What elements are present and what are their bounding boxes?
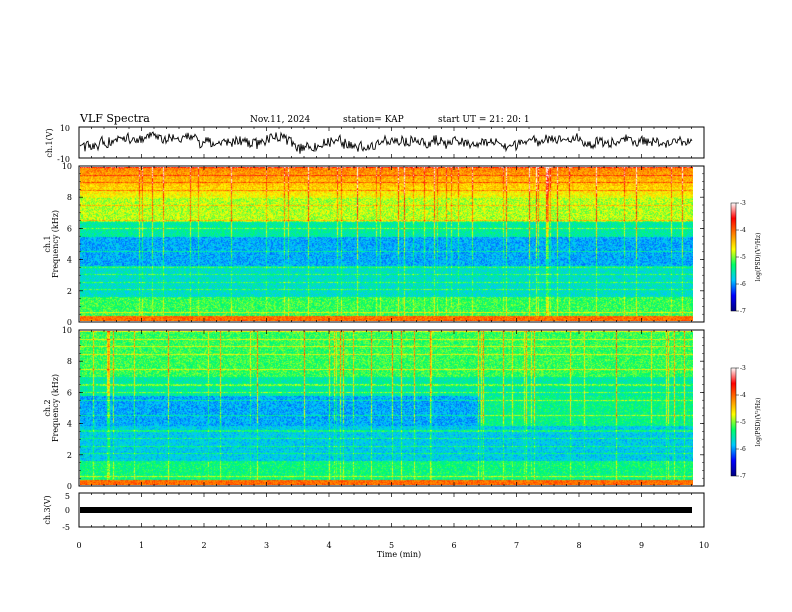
chart-date: Nov.11, 2024	[250, 115, 311, 125]
x-tick-label: 8	[576, 541, 581, 550]
x-tick-labels: 0 1 2 3 4 5 6 7 8 9 10	[76, 541, 709, 550]
ch3-ytick-bottom: -5	[62, 523, 70, 532]
axis-ticks	[78, 127, 705, 527]
ch1-ytick-top: 10	[60, 124, 70, 133]
x-tick-label: 3	[264, 541, 269, 550]
ch1-spectrogram	[80, 167, 693, 321]
y-tick-label: 6	[67, 224, 72, 233]
ch1-ylabel: ch.1(V)	[45, 128, 54, 157]
y-tick-label: 10	[62, 162, 72, 171]
y-tick-label: 2	[67, 287, 72, 296]
colorbar-tick-label: -7	[740, 308, 746, 315]
ch3-ytick-top: 5	[65, 492, 70, 501]
colorbar-tick-label: -4	[740, 392, 746, 399]
colorbar-tick-label: -4	[740, 227, 746, 234]
ch2-colorbar	[730, 367, 737, 477]
colorbar-tick-label: -6	[740, 446, 746, 453]
y-tick-label: 4	[67, 420, 72, 429]
x-tick-label: 4	[326, 541, 331, 550]
ch1-waveform-line	[79, 131, 693, 154]
ch2-spectrogram-ylabel: Frequency (kHz)	[51, 374, 60, 442]
ch1-colorbar	[730, 202, 737, 312]
ch3-ytick-mid: 0	[65, 506, 70, 515]
ch1-ytick-bottom: -10	[57, 155, 70, 164]
x-axis-label: Time (min)	[377, 550, 421, 559]
x-tick-label: 6	[451, 541, 456, 550]
x-tick-label: 2	[201, 541, 206, 550]
x-tick-label: 5	[389, 541, 394, 550]
chart-start-time: start UT = 21: 20: 1	[438, 115, 530, 125]
y-tick-label: 0	[67, 482, 72, 491]
panel-ch1-waveform	[78, 126, 705, 159]
colorbar-tick-label: -5	[740, 254, 746, 261]
ch2-colorbar-label: log(PSD)(V²/Hz)	[755, 398, 762, 447]
y-tick-label: 2	[67, 451, 72, 460]
x-tick-label: 10	[699, 541, 709, 550]
y-tick-label: 0	[67, 318, 72, 327]
colorbar-tick-label: -7	[740, 473, 746, 480]
colorbar-tick-label: -3	[740, 200, 746, 207]
ch1-spectrogram-yticks: 0 2 4 6 8 10	[62, 162, 704, 327]
colorbar-tick-label: -6	[740, 281, 746, 288]
ch3-ylabel: ch.3(V)	[43, 495, 52, 524]
x-tick-label: 9	[639, 541, 644, 550]
x-tick-label: 1	[139, 541, 144, 550]
ch1-spectrogram-ylabel: Frequency (kHz)	[51, 210, 60, 278]
y-tick-label: 10	[62, 326, 72, 335]
y-tick-label: 8	[67, 357, 72, 366]
colorbar-tick-label: -3	[740, 365, 746, 372]
ch3-waveform-band	[80, 507, 692, 513]
y-tick-label: 4	[67, 256, 72, 265]
ch1-colorbar-label: log(PSD)(V²/Hz)	[755, 233, 762, 282]
ch2-spectrogram-yticks: 0 2 4 6 8 10	[62, 326, 704, 491]
ch2-spectrogram-channel-label: ch.2	[43, 399, 52, 416]
y-tick-label: 6	[67, 388, 72, 397]
y-tick-label: 8	[67, 193, 72, 202]
ch1-colorbar-ticks: -3 -4 -5 -6 -7	[736, 200, 746, 315]
ch1-spectrogram-channel-label: ch.1	[43, 235, 52, 252]
ch2-spectrogram	[80, 331, 693, 485]
chart-station: station= KAP	[343, 115, 404, 125]
ch2-colorbar-ticks: -3 -4 -5 -6 -7	[736, 365, 746, 480]
chart-title: VLF Spectra	[79, 112, 150, 125]
x-tick-label: 0	[76, 541, 81, 550]
x-tick-label: 7	[514, 541, 519, 550]
colorbar-tick-label: -5	[740, 419, 746, 426]
